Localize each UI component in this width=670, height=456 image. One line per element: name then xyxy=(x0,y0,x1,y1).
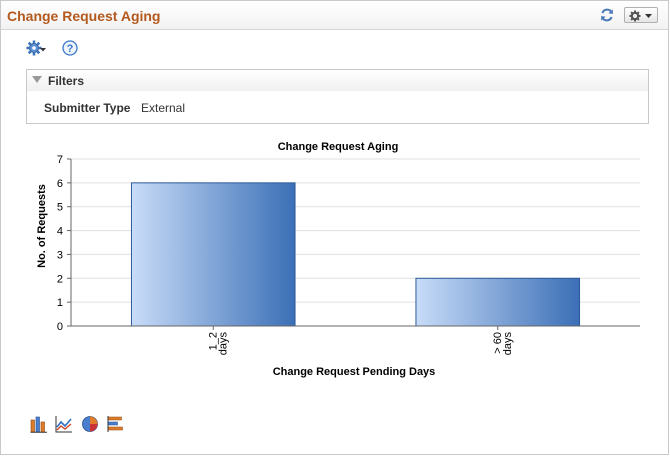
chart-xlabel: Change Request Pending Days xyxy=(273,366,436,378)
y-tick-label: 4 xyxy=(57,226,63,238)
y-tick-label: 1 xyxy=(57,297,63,309)
y-tick-label: 7 xyxy=(57,154,63,166)
svg-text:?: ? xyxy=(67,43,74,55)
gear-icon xyxy=(26,40,42,56)
x-tick-label: days xyxy=(217,332,229,356)
pagelet-title: Change Request Aging xyxy=(7,8,161,24)
y-tick-label: 6 xyxy=(57,178,63,190)
bar-chart-icon[interactable] xyxy=(30,415,48,433)
gear-icon xyxy=(629,10,652,22)
horizontal-bar-chart-icon[interactable] xyxy=(107,415,125,433)
y-tick-label: 0 xyxy=(57,321,63,333)
refresh-icon[interactable] xyxy=(599,7,615,23)
y-tick-label: 2 xyxy=(57,273,63,285)
chart-ylabel: No. of Requests xyxy=(36,184,48,268)
pagelet-header: Change Request Aging xyxy=(1,1,668,30)
x-tick-label: 1_2 xyxy=(207,332,219,350)
settings-menu-button[interactable] xyxy=(26,40,46,58)
filter-value-submitter-type: External xyxy=(141,101,186,115)
collapse-triangle-icon[interactable] xyxy=(32,76,42,84)
chevron-down-icon xyxy=(645,14,652,18)
chart-title: Change Request Aging xyxy=(278,141,399,153)
filters-header[interactable]: Filters xyxy=(27,70,648,91)
chevron-down-icon xyxy=(40,48,46,52)
y-tick-label: 5 xyxy=(57,202,63,214)
help-icon: ? xyxy=(62,40,78,56)
filters-title: Filters xyxy=(48,74,85,88)
help-button[interactable]: ? xyxy=(62,40,78,56)
pie-chart-icon[interactable] xyxy=(81,415,99,433)
filter-label-submitter-type: Submitter Type xyxy=(44,101,131,115)
bar xyxy=(130,182,296,327)
pagelet-options-button[interactable] xyxy=(624,7,658,23)
x-tick-label: > 60 xyxy=(492,332,504,354)
filters-panel: Filters Submitter Type External xyxy=(26,69,649,124)
bar xyxy=(415,277,581,327)
x-tick-label: days xyxy=(502,332,514,356)
y-tick-label: 3 xyxy=(57,249,63,261)
line-chart-icon[interactable] xyxy=(55,415,73,433)
